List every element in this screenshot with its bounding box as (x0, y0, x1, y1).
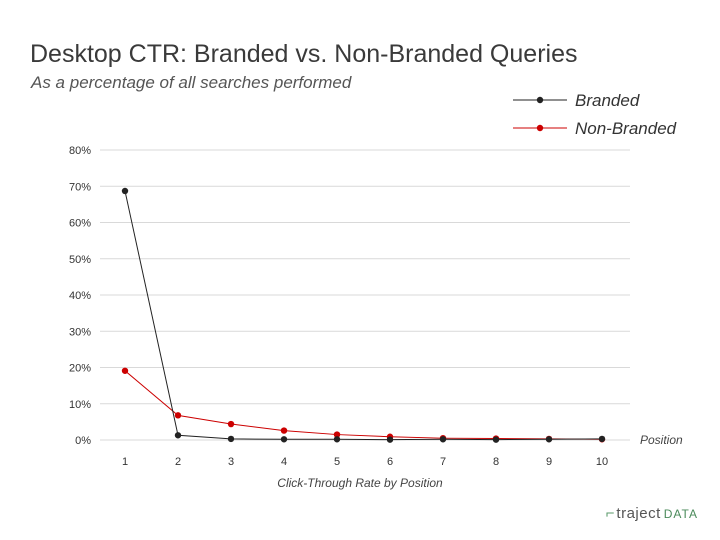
y-tick-label: 10% (69, 399, 91, 411)
legend-label-branded: Branded (575, 91, 640, 110)
data-point-branded (280, 436, 288, 443)
x-tick-label: 4 (281, 456, 287, 468)
data-point-non-branded (333, 431, 341, 438)
y-tick-label: 40% (69, 290, 91, 302)
data-point-branded (174, 432, 182, 439)
chart-subtitle: As a percentage of all searches performe… (31, 73, 352, 92)
x-tick-label: 9 (546, 456, 552, 468)
logo-mark-icon: ⌐ (605, 505, 615, 522)
x-axis-label: Click-Through Rate by Position (277, 476, 443, 490)
data-point-non-branded (280, 427, 288, 434)
y-tick-label: 30% (69, 326, 91, 338)
series-layer (121, 187, 606, 443)
x-tick-label: 2 (175, 456, 181, 468)
series-non-branded (121, 367, 606, 443)
data-point-non-branded (174, 412, 182, 419)
x-axis-end-label: Position (640, 433, 683, 447)
logo-suffix: DATA (663, 507, 698, 521)
y-tick-label: 0% (75, 435, 91, 447)
data-point-branded (121, 187, 129, 195)
logo-word: traject (616, 505, 661, 522)
series-line-branded (124, 190, 603, 441)
y-tick-label: 60% (69, 218, 91, 230)
y-tick-label: 80% (69, 145, 91, 157)
x-tick-label: 1 (122, 456, 128, 468)
data-point-branded (439, 436, 447, 443)
x-tick-label: 10 (596, 456, 608, 468)
data-point-non-branded (227, 420, 235, 428)
x-tick-label: 3 (228, 456, 234, 468)
data-point-non-branded (121, 367, 129, 374)
gridlines (100, 149, 630, 441)
series-branded (121, 187, 606, 443)
legend-marker-non-branded (536, 124, 544, 132)
data-point-branded (492, 436, 500, 443)
x-tick-label: 5 (334, 456, 340, 468)
line-chart: 0% 10% 20% 30% 40% 50% 60% 70% 80% 1 2 3 4 5 6 7 8 9 10 B… (69, 91, 683, 490)
legend: Branded Non-Branded (513, 91, 677, 138)
data-point-branded (598, 435, 606, 443)
x-tick-label: 7 (440, 456, 446, 468)
x-tick-label: 8 (493, 456, 499, 468)
y-tick-label: 50% (69, 254, 91, 266)
y-tick-label: 20% (69, 363, 91, 375)
data-point-branded (227, 435, 235, 443)
data-point-branded (545, 436, 553, 443)
data-point-branded (386, 436, 394, 443)
series-line-non-branded (124, 370, 603, 440)
legend-label-non-branded: Non-Branded (575, 119, 677, 138)
x-axis-ticks: 1 2 3 4 5 6 7 8 9 10 (122, 456, 608, 468)
traject-data-logo: ⌐ traject DATA (606, 505, 698, 522)
chart-title: Desktop CTR: Branded vs. Non-Branded Que… (30, 40, 578, 68)
data-point-branded (333, 436, 341, 443)
y-axis-ticks: 0% 10% 20% 30% 40% 50% 60% 70% 80% (69, 145, 91, 447)
legend-marker-branded (536, 96, 544, 104)
x-tick-label: 6 (387, 456, 393, 468)
y-tick-label: 70% (69, 181, 91, 193)
